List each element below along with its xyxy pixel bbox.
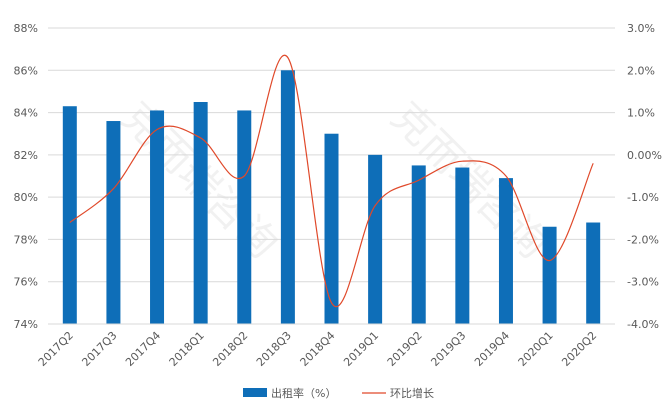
bar bbox=[193, 102, 208, 324]
x-tick-label: 2017Q3 bbox=[79, 329, 119, 369]
left-axis: 74% 76% 78% 80% 82% 84% 86% 88% bbox=[14, 22, 38, 331]
growth-line bbox=[69, 54, 594, 308]
bar-series bbox=[62, 70, 601, 325]
left-tick-label: 88% bbox=[14, 22, 38, 35]
left-tick-label: 80% bbox=[14, 191, 38, 204]
left-tick-label: 84% bbox=[14, 107, 38, 120]
bar bbox=[150, 110, 165, 324]
right-tick-label: 3.0% bbox=[627, 22, 655, 35]
line-series bbox=[69, 54, 594, 308]
legend-label-occupancy: 出租率（%） bbox=[271, 386, 336, 400]
bar bbox=[62, 106, 77, 324]
bar bbox=[498, 178, 513, 324]
right-axis: -4.0% -3.0% -2.0% -1.0% 0.00% 1.0% 2.0% 3.0% bbox=[627, 22, 662, 331]
left-tick-label: 82% bbox=[14, 149, 38, 162]
left-tick-label: 78% bbox=[14, 233, 38, 246]
x-tick-label: 2017Q4 bbox=[123, 329, 163, 369]
x-tick-label: 2019Q2 bbox=[385, 329, 425, 369]
x-tick-label: 2018Q1 bbox=[167, 329, 207, 369]
bar bbox=[237, 110, 252, 324]
right-tick-label: -1.0% bbox=[627, 191, 659, 204]
left-tick-label: 74% bbox=[14, 318, 38, 331]
bar bbox=[106, 121, 121, 325]
x-tick-label: 2020Q1 bbox=[516, 329, 556, 369]
bar bbox=[368, 154, 383, 324]
right-tick-label: 2.0% bbox=[627, 64, 655, 77]
x-tick-label: 2018Q4 bbox=[298, 329, 338, 369]
x-tick-label: 2017Q2 bbox=[36, 329, 76, 369]
right-tick-label: 1.0% bbox=[627, 107, 655, 120]
bar bbox=[455, 167, 470, 324]
right-tick-label: -4.0% bbox=[627, 318, 659, 331]
x-tick-label: 2019Q4 bbox=[472, 329, 512, 369]
x-tick-label: 2020Q2 bbox=[559, 329, 599, 369]
x-tick-label: 2018Q3 bbox=[254, 329, 294, 369]
bar bbox=[586, 222, 601, 324]
x-axis: 2017Q2 2017Q3 2017Q4 2018Q1 2018Q2 2018Q3 2018… bbox=[36, 323, 615, 369]
bar bbox=[411, 165, 426, 324]
right-tick-label: -3.0% bbox=[627, 276, 659, 289]
bar bbox=[542, 226, 557, 324]
legend: 出租率（%） 环比增长 bbox=[243, 386, 434, 400]
bar bbox=[280, 70, 295, 325]
x-tick-label: 2019Q3 bbox=[428, 329, 468, 369]
legend-swatch-bar bbox=[243, 388, 267, 397]
legend-label-growth: 环比增长 bbox=[390, 386, 434, 400]
bar bbox=[324, 133, 339, 324]
right-tick-label: -2.0% bbox=[627, 233, 659, 246]
left-tick-label: 76% bbox=[14, 276, 38, 289]
right-tick-label: 0.00% bbox=[627, 149, 662, 162]
x-tick-label: 2019Q1 bbox=[341, 329, 381, 369]
x-tick-label: 2018Q2 bbox=[210, 329, 250, 369]
left-tick-label: 86% bbox=[14, 64, 38, 77]
